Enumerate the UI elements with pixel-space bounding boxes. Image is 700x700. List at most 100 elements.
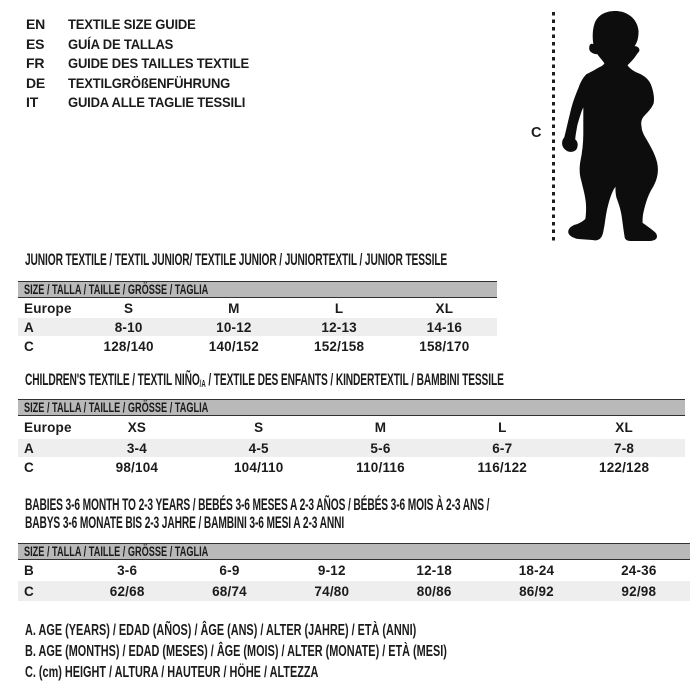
row-label: B — [24, 563, 34, 578]
size-header-bar: SIZE / TALLA / TAILLE / GRÖSSE / TAGLIA — [18, 281, 497, 298]
height-cell: 68/74 — [212, 583, 247, 599]
height-cell: 116/122 — [477, 459, 528, 475]
language-row-it: IT GUIDA ALLE TAGLIE TESSILI — [26, 93, 263, 113]
size-cell: L — [334, 300, 344, 316]
footnote-text: B. AGE (MONTHS) / EDAD (MESES) / ÂGE (MO… — [25, 643, 447, 660]
height-cell: 80/86 — [416, 583, 452, 599]
footnote-c: C. (cm) HEIGHT / ALTURA / HAUTEUR / HÖHE… — [25, 665, 456, 681]
language-code: EN — [26, 16, 46, 32]
size-cell: S — [254, 420, 264, 435]
row-label: Europe — [24, 420, 72, 435]
language-title: GUÍA DE TALLAS — [68, 35, 174, 52]
months-cell: 3-6 — [117, 563, 138, 578]
height-cell: 128/140 — [103, 338, 154, 354]
table-row-age: A 3-4 4-5 5-6 6-7 7-8 — [18, 439, 685, 457]
footnote-text: A. AGE (YEARS) / EDAD (AÑOS) / ÂGE (ANS)… — [25, 622, 417, 639]
section-title-text: BABIES 3-6 MONTH TO 2-3 YEARS / BEBÉS 3-… — [25, 495, 490, 514]
age-cell: 3-4 — [126, 440, 147, 456]
language-title: GUIDA ALLE TAGLIE TESSILI — [68, 94, 246, 110]
language-list: EN TEXTILE SIZE GUIDE ES GUÍA DE TALLAS … — [26, 15, 263, 113]
size-cell: L — [498, 420, 507, 435]
language-title: TEXTILE SIZE GUIDE — [68, 16, 196, 32]
junior-size-table: SIZE / TALLA / TAILLE / GRÖSSE / TAGLIA … — [18, 281, 497, 356]
children-size-table: SIZE / TALLA / TAILLE / GRÖSSE / TAGLIA … — [18, 399, 685, 477]
table-row-europe: Europe S M L XL — [18, 298, 497, 318]
size-header-text: SIZE / TALLA / TAILLE / GRÖSSE / TAGLIA — [24, 400, 209, 415]
height-cell: 74/80 — [314, 583, 350, 599]
age-cell: 14-16 — [426, 319, 463, 335]
section-title-text: CHILDREN'S TEXTILE / TEXTIL NIÑO/A / TEX… — [25, 371, 504, 393]
age-cell: 6-7 — [492, 440, 513, 456]
section-title-text: BABYS 3-6 MONATE BIS 2-3 JAHRE / BAMBINI… — [25, 513, 345, 532]
section-title-babies-line1: BABIES 3-6 MONTH TO 2-3 YEARS / BEBÉS 3-… — [25, 496, 700, 513]
footnote-text: C. (cm) HEIGHT / ALTURA / HAUTEUR / HÖHE… — [25, 664, 319, 681]
measure-c-label: C — [531, 125, 542, 141]
table-row-age: A 8-10 10-12 12-13 14-16 — [18, 318, 497, 336]
row-label: A — [24, 440, 34, 456]
age-cell: 5-6 — [370, 440, 391, 456]
language-title: TEXTILGRÖßENFÜHRUNG — [68, 74, 231, 91]
footnote-a: A. AGE (YEARS) / EDAD (AÑOS) / ÂGE (ANS)… — [25, 623, 600, 639]
language-row-en: EN TEXTILE SIZE GUIDE — [26, 15, 263, 35]
language-code: ES — [26, 35, 45, 52]
size-header-bar: SIZE / TALLA / TAILLE / GRÖSSE / TAGLIA — [18, 543, 690, 560]
section-title-junior: JUNIOR TEXTILE / TEXTIL JUNIOR/ TEXTILE … — [25, 251, 700, 268]
size-cell: M — [228, 300, 240, 316]
size-cell: XL — [615, 420, 633, 435]
height-cell: 158/170 — [419, 338, 470, 354]
title-subscript: /A — [199, 379, 206, 390]
size-header-text: SIZE / TALLA / TAILLE / GRÖSSE / TAGLIA — [24, 282, 209, 297]
months-cell: 6-9 — [219, 563, 240, 578]
baby-silhouette-icon — [562, 11, 658, 241]
table-row-height: C 98/104 104/110 110/116 116/122 122/128 — [18, 457, 685, 477]
row-label: C — [24, 583, 34, 599]
table-row-height: C 62/68 68/74 74/80 80/86 86/92 92/98 — [18, 581, 690, 601]
age-cell: 8-10 — [114, 319, 143, 335]
language-title: GUIDE DES TAILLES TEXTILE — [68, 55, 250, 71]
months-cell: 24-36 — [621, 563, 657, 578]
language-code: IT — [26, 94, 39, 110]
height-cell: 86/92 — [519, 583, 554, 599]
row-label: C — [24, 459, 34, 475]
language-code: DE — [26, 74, 46, 91]
age-cell: 4-5 — [248, 440, 269, 456]
section-title-text: JUNIOR TEXTILE / TEXTIL JUNIOR/ TEXTILE … — [25, 250, 448, 269]
height-cell: 104/110 — [233, 459, 284, 475]
language-row-fr: FR GUIDE DES TAILLES TEXTILE — [26, 54, 263, 74]
table-row-europe: Europe XS S M L XL — [18, 416, 685, 439]
footnote-b: B. AGE (MONTHS) / EDAD (MESES) / ÂGE (MO… — [25, 644, 645, 660]
title-part: / TEXTILE DES ENFANTS / KINDERTEXTIL / B… — [205, 370, 504, 389]
row-label: C — [24, 338, 34, 354]
months-cell: 12-18 — [416, 563, 452, 578]
height-cell: 122/128 — [598, 459, 650, 475]
age-cell: 7-8 — [614, 440, 635, 456]
size-cell: S — [124, 300, 134, 316]
size-header-text: SIZE / TALLA / TAILLE / GRÖSSE / TAGLIA — [24, 544, 209, 559]
table-row-months: B 3-6 6-9 9-12 12-18 18-24 24-36 — [18, 560, 690, 581]
age-cell: 10-12 — [216, 319, 252, 335]
height-cell: 92/98 — [621, 583, 657, 599]
months-cell: 9-12 — [317, 563, 346, 578]
row-label: Europe — [24, 300, 72, 316]
height-cell: 140/152 — [208, 338, 259, 354]
size-cell: M — [374, 420, 387, 435]
months-cell: 18-24 — [518, 563, 555, 578]
language-row-es: ES GUÍA DE TALLAS — [26, 35, 263, 55]
size-cell: XL — [435, 300, 454, 316]
title-part: CHILDREN'S TEXTILE / TEXTIL NIÑO — [25, 370, 200, 389]
language-code: FR — [26, 55, 45, 71]
language-row-de: DE TEXTILGRÖßENFÜHRUNG — [26, 74, 263, 94]
size-header-bar: SIZE / TALLA / TAILLE / GRÖSSE / TAGLIA — [18, 399, 685, 416]
table-row-height: C 128/140 140/152 152/158 158/170 — [18, 336, 497, 356]
height-cell: 152/158 — [314, 338, 365, 354]
size-cell: XS — [127, 420, 147, 435]
age-cell: 12-13 — [321, 319, 357, 335]
babies-size-table: SIZE / TALLA / TAILLE / GRÖSSE / TAGLIA … — [18, 543, 690, 601]
height-measure-dotted-line — [552, 12, 555, 243]
height-cell: 110/116 — [356, 459, 405, 475]
section-title-children: CHILDREN'S TEXTILE / TEXTIL NIÑO/A / TEX… — [25, 371, 700, 393]
row-label: A — [24, 319, 34, 335]
height-cell: 98/104 — [115, 459, 159, 475]
section-title-babies-line2: BABYS 3-6 MONATE BIS 2-3 JAHRE / BAMBINI… — [25, 514, 557, 531]
